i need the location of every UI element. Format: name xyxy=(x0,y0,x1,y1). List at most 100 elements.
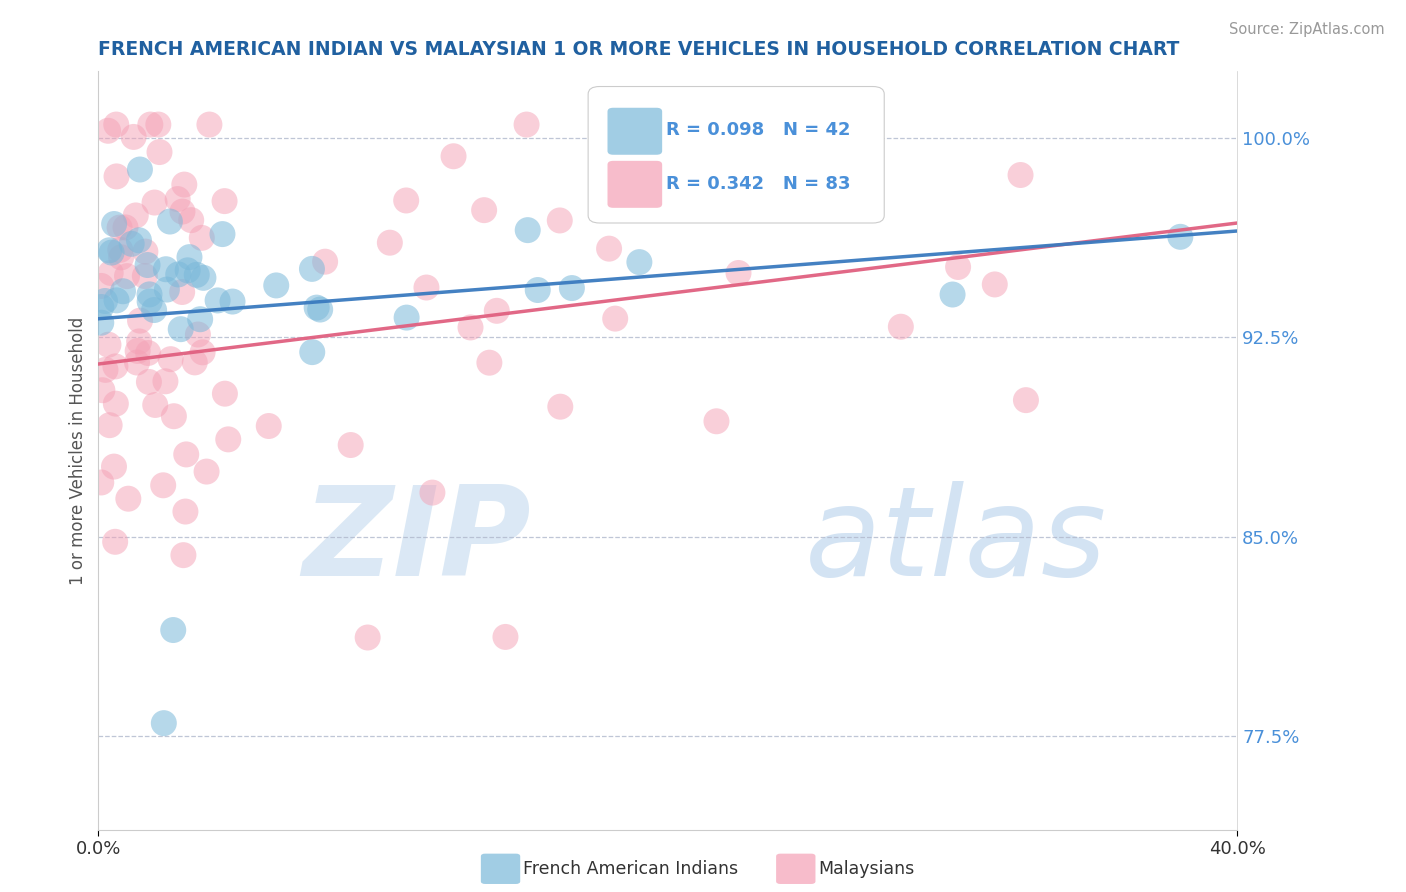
Point xyxy=(516,118,538,132)
Point xyxy=(264,278,287,293)
Point xyxy=(159,214,181,228)
Text: atlas: atlas xyxy=(804,481,1107,602)
Point xyxy=(129,162,152,177)
Y-axis label: 1 or more Vehicles in Household: 1 or more Vehicles in Household xyxy=(69,317,87,584)
Point xyxy=(114,220,136,235)
Point xyxy=(155,262,177,277)
Point xyxy=(706,414,728,428)
Point xyxy=(561,281,583,295)
Point xyxy=(143,195,166,210)
Point xyxy=(103,459,125,474)
Text: ZIP: ZIP xyxy=(302,481,531,602)
Point xyxy=(98,244,121,258)
Point xyxy=(214,194,236,208)
Point xyxy=(984,277,1007,292)
Point xyxy=(526,283,548,297)
Point xyxy=(198,118,221,132)
Point xyxy=(193,270,215,285)
Point xyxy=(97,337,120,351)
Point xyxy=(94,363,117,377)
Point xyxy=(159,352,181,367)
Point xyxy=(127,343,149,358)
Point xyxy=(110,243,132,257)
Point xyxy=(1010,168,1032,182)
Point xyxy=(301,345,323,359)
Point xyxy=(104,534,127,549)
Point xyxy=(122,129,145,144)
Point xyxy=(172,285,194,299)
Point xyxy=(309,302,332,317)
FancyBboxPatch shape xyxy=(607,161,662,208)
FancyBboxPatch shape xyxy=(607,108,662,155)
Point xyxy=(104,397,127,411)
Point xyxy=(1015,393,1038,408)
Point xyxy=(485,303,508,318)
Point xyxy=(153,716,176,731)
Point xyxy=(550,400,572,414)
Point xyxy=(108,220,131,235)
Point xyxy=(630,136,652,150)
Point xyxy=(191,345,214,359)
Point xyxy=(98,418,121,433)
Point xyxy=(1170,229,1192,244)
Point xyxy=(187,327,209,342)
Point xyxy=(104,359,127,374)
Point xyxy=(90,316,112,330)
Point xyxy=(94,293,117,308)
Point xyxy=(221,294,243,309)
Point xyxy=(103,217,125,231)
Point xyxy=(173,178,195,192)
Point xyxy=(460,320,482,334)
Point xyxy=(339,438,361,452)
Point xyxy=(188,312,211,326)
Point xyxy=(138,294,160,309)
Point xyxy=(105,118,128,132)
Point xyxy=(155,374,177,388)
Point xyxy=(111,285,134,299)
Text: R = 0.098   N = 42: R = 0.098 N = 42 xyxy=(665,121,851,139)
Point xyxy=(125,355,148,369)
Text: R = 0.342   N = 83: R = 0.342 N = 83 xyxy=(665,175,851,193)
Point xyxy=(117,491,139,506)
Point xyxy=(134,268,156,283)
Point xyxy=(148,118,170,132)
Point xyxy=(138,287,160,301)
Point xyxy=(162,623,184,637)
Text: Source: ZipAtlas.com: Source: ZipAtlas.com xyxy=(1229,22,1385,37)
Point xyxy=(97,124,120,138)
Point xyxy=(174,447,197,461)
Point xyxy=(90,300,112,314)
Point xyxy=(105,293,128,308)
Point xyxy=(378,235,401,250)
Point xyxy=(139,118,162,132)
Point xyxy=(156,283,179,297)
Point xyxy=(152,478,174,492)
Point xyxy=(605,311,627,326)
Point xyxy=(174,504,197,518)
Point xyxy=(143,303,166,318)
Point xyxy=(191,231,214,245)
Point xyxy=(207,293,229,308)
Point xyxy=(548,213,571,227)
Point xyxy=(516,223,538,237)
Point xyxy=(166,192,188,206)
Point xyxy=(110,251,132,265)
Point xyxy=(628,255,651,269)
Point xyxy=(395,310,418,325)
Point xyxy=(443,149,465,163)
Point xyxy=(125,209,148,223)
Point xyxy=(257,419,280,434)
Point xyxy=(301,261,323,276)
Point xyxy=(172,204,194,219)
Point xyxy=(356,631,378,645)
Point xyxy=(727,266,749,280)
Text: FRENCH AMERICAN INDIAN VS MALAYSIAN 1 OR MORE VEHICLES IN HOUSEHOLD CORRELATION : FRENCH AMERICAN INDIAN VS MALAYSIAN 1 OR… xyxy=(98,39,1180,59)
Point xyxy=(136,258,159,272)
Point xyxy=(214,386,236,401)
Point xyxy=(172,548,194,562)
Point xyxy=(90,279,112,293)
Point xyxy=(163,409,186,424)
Point xyxy=(129,313,152,327)
Text: Malaysians: Malaysians xyxy=(818,860,914,878)
Point xyxy=(942,287,965,301)
